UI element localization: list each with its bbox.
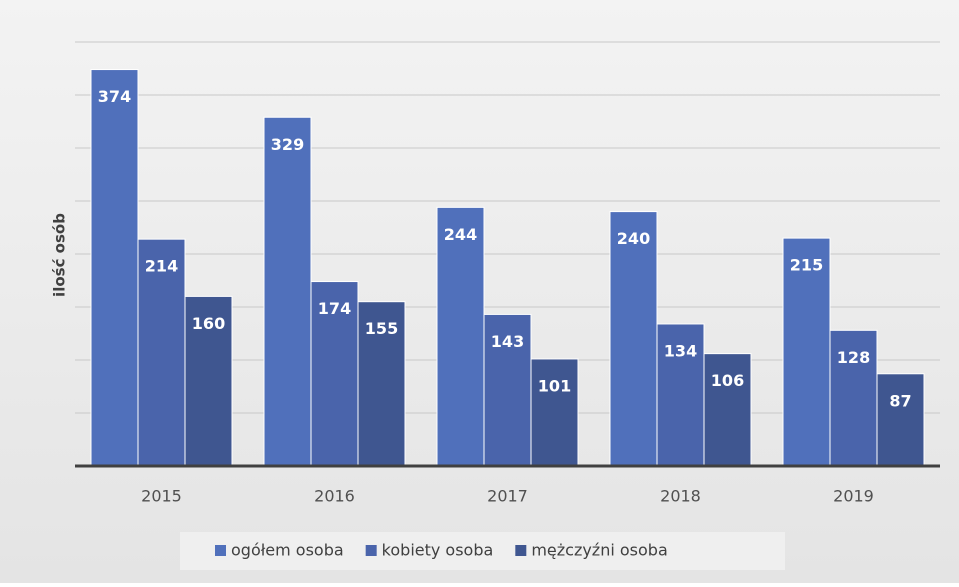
- data-label: 174: [318, 299, 351, 318]
- data-label: 134: [664, 341, 697, 360]
- data-label: 329: [271, 135, 304, 154]
- data-label: 101: [538, 376, 571, 395]
- data-label: 87: [889, 391, 911, 410]
- x-tick-label: 2019: [833, 487, 874, 506]
- legend-swatch: [515, 545, 527, 556]
- x-tick-label: 2016: [314, 487, 355, 506]
- legend-label: kobiety osoba: [382, 541, 494, 560]
- bar: [876, 373, 925, 467]
- data-label: 160: [192, 314, 225, 333]
- data-label: 215: [790, 256, 823, 275]
- legend-label: mężczyźni osoba: [531, 541, 667, 560]
- data-label: 128: [837, 348, 870, 367]
- legend-swatch: [215, 545, 226, 556]
- bar: [137, 238, 186, 467]
- x-tick-label: 2015: [141, 487, 182, 506]
- data-label: 374: [98, 87, 131, 106]
- x-tick-label: 2017: [487, 487, 528, 506]
- data-label: 214: [145, 257, 178, 276]
- data-label: 155: [365, 319, 398, 338]
- y-axis-label: ilość osób: [51, 213, 69, 297]
- legend-box: [180, 532, 785, 570]
- bar: [530, 358, 579, 467]
- bar: [310, 281, 359, 467]
- data-label: 106: [711, 371, 744, 390]
- bar: [184, 295, 233, 467]
- bar: [782, 237, 831, 467]
- data-label: 240: [617, 229, 650, 248]
- bar: [263, 116, 312, 467]
- bar: [703, 353, 752, 467]
- bar: [90, 69, 139, 467]
- x-tick-label: 2018: [660, 487, 701, 506]
- bar: [609, 211, 658, 467]
- data-label: 143: [491, 332, 524, 351]
- legend-swatch: [365, 545, 377, 556]
- data-label: 244: [444, 225, 477, 244]
- bar: [436, 206, 485, 467]
- bar: [357, 301, 406, 467]
- legend-label: ogółem osoba: [231, 541, 344, 560]
- bar: [829, 329, 878, 467]
